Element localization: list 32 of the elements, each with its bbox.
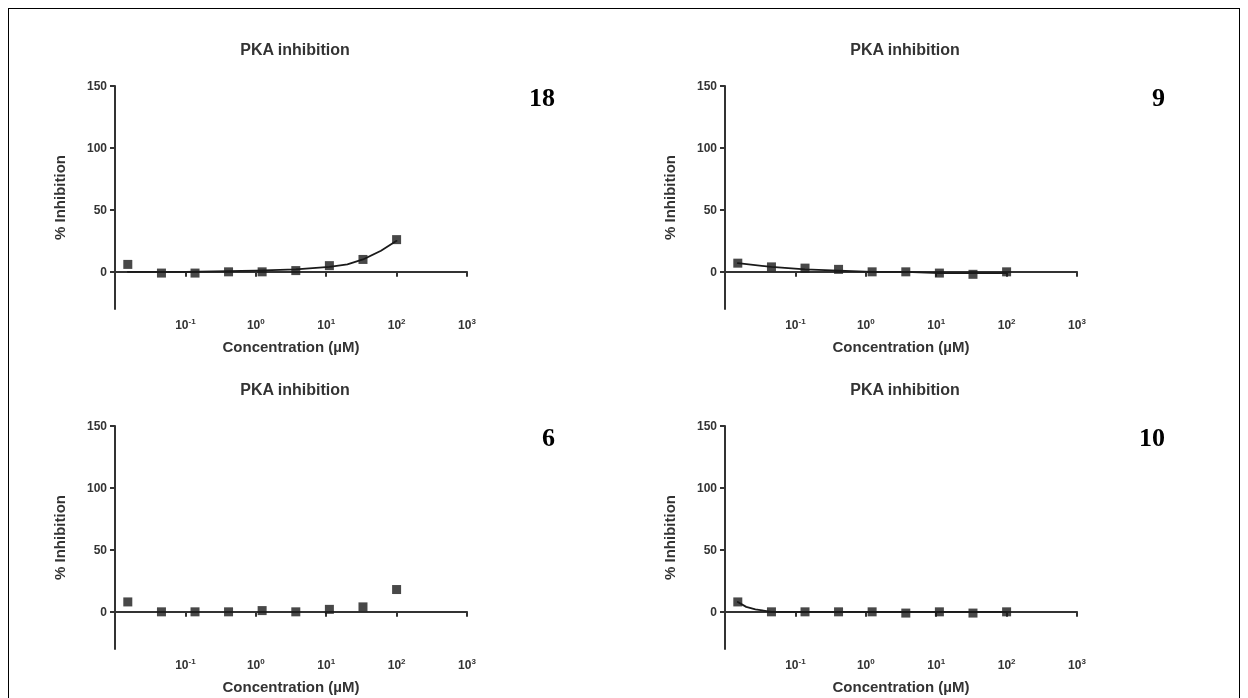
y-tick-label: 50	[93, 542, 108, 557]
y-tick-label: 0	[710, 604, 718, 619]
x-axis-title: Concentration (µM)	[832, 338, 970, 355]
y-tick-label: 0	[100, 264, 108, 279]
text: 6	[542, 422, 555, 452]
chart-title: PKA inhibition	[850, 380, 960, 398]
text: 9	[1152, 82, 1165, 112]
y-tick-label: 150	[696, 79, 718, 93]
x-axis-title: Concentration (µM)	[222, 678, 360, 695]
y-tick-label: 50	[93, 202, 108, 217]
chart-title: PKA inhibition	[240, 380, 350, 398]
x-axis-title: Concentration (µM)	[222, 338, 360, 355]
y-tick-label: 0	[100, 604, 108, 619]
text: 10	[1139, 422, 1165, 452]
y-axis-title: % Inhibition	[661, 155, 678, 240]
y-axis-title: % Inhibition	[51, 155, 68, 240]
y-tick-label: 0	[710, 264, 718, 279]
y-tick-label: 150	[86, 419, 108, 433]
y-tick-label: 150	[696, 419, 718, 433]
text: 18	[529, 82, 555, 112]
y-axis-title: % Inhibition	[661, 495, 678, 580]
y-axis-title: % Inhibition	[51, 495, 68, 580]
chart-title: PKA inhibition	[850, 40, 960, 58]
y-tick-label: 100	[696, 140, 718, 155]
x-axis-title: Concentration (µM)	[832, 678, 970, 695]
y-tick-label: 50	[703, 542, 718, 557]
y-tick-label: 150	[86, 79, 108, 93]
y-tick-label: 100	[86, 480, 108, 495]
y-tick-label: 100	[86, 140, 108, 155]
chart-title: PKA inhibition	[240, 40, 350, 58]
y-tick-label: 100	[696, 480, 718, 495]
y-tick-label: 50	[703, 202, 718, 217]
